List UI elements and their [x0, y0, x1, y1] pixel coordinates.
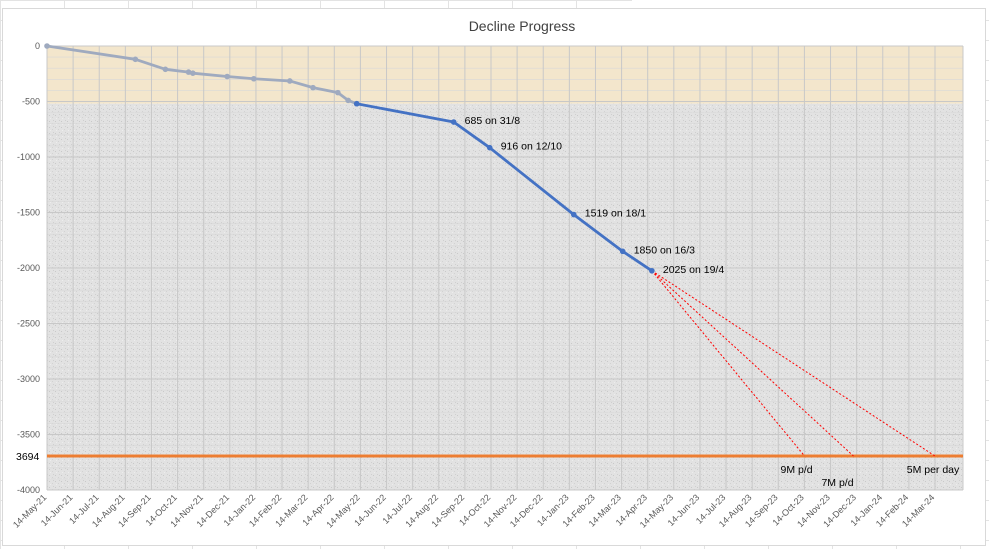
- horizontal-gridlines: [47, 45, 963, 491]
- projection-lines: 9M p/d 7M p/d 5M per day: [651, 270, 960, 489]
- data-series: [44, 43, 655, 274]
- y-tick-label: -500: [22, 97, 40, 107]
- y-tick-label: -1500: [17, 208, 40, 218]
- projection-label: 9M p/d: [781, 464, 813, 476]
- series-point: [44, 43, 50, 49]
- y-axis-tick-labels: 0 -500 -1000 -1500 -2000 -2500 -3000 -3500 -4000: [17, 41, 40, 495]
- series-point: [649, 267, 655, 274]
- series-point: [570, 211, 577, 218]
- series-point: [224, 73, 230, 80]
- data-label: 1850 on 16/3: [634, 244, 695, 256]
- band-1: [47, 103, 963, 490]
- series-point: [310, 84, 316, 91]
- y-tick-label: 0: [35, 41, 40, 51]
- vertical-gridlines: [46, 46, 964, 490]
- series-point: [250, 75, 257, 82]
- series-point: [185, 69, 192, 75]
- target-label: 3694: [16, 451, 40, 463]
- data-annotations: 685 on 31/8 916 on 12/10 1519 on 18/1 1850 …: [465, 115, 725, 276]
- y-tick-label: -1000: [17, 152, 40, 162]
- series-point: [132, 56, 139, 63]
- sheet-blank-area: [632, 0, 989, 8]
- y-tick-label: -3500: [17, 430, 40, 440]
- series-point: [486, 144, 493, 151]
- projection-label: 7M p/d: [821, 477, 853, 489]
- y-tick-label: -2000: [17, 263, 40, 273]
- data-label: 916 on 12/10: [501, 141, 562, 153]
- projection-line: [651, 270, 854, 457]
- series-point: [450, 119, 457, 125]
- projection-label: 5M per day: [907, 464, 960, 476]
- band-0: [47, 46, 963, 104]
- data-label: 2025 on 19/4: [663, 264, 724, 276]
- chart-title: Decline Progress: [469, 18, 576, 34]
- x-axis-tick-labels: 14-May-2114-Jun-2114-Jul-2114-Aug-2114-S…: [11, 492, 936, 529]
- series-point: [162, 66, 169, 73]
- y-tick-label: -4000: [17, 485, 40, 495]
- y-tick-label: -2500: [17, 319, 40, 329]
- y-tick-label: -3000: [17, 374, 40, 384]
- data-label: 685 on 31/8: [465, 115, 521, 127]
- projection-line: [651, 270, 805, 457]
- series-point: [345, 97, 351, 104]
- series-line-1: [356, 102, 653, 272]
- series-point: [335, 89, 341, 96]
- projection-line: [651, 270, 936, 457]
- series-point: [190, 70, 196, 76]
- data-label: 1519 on 18/1: [585, 208, 646, 220]
- series-point: [287, 78, 293, 84]
- series-point: [353, 100, 360, 107]
- series-point: [619, 248, 626, 255]
- target-line: 3694: [16, 451, 963, 463]
